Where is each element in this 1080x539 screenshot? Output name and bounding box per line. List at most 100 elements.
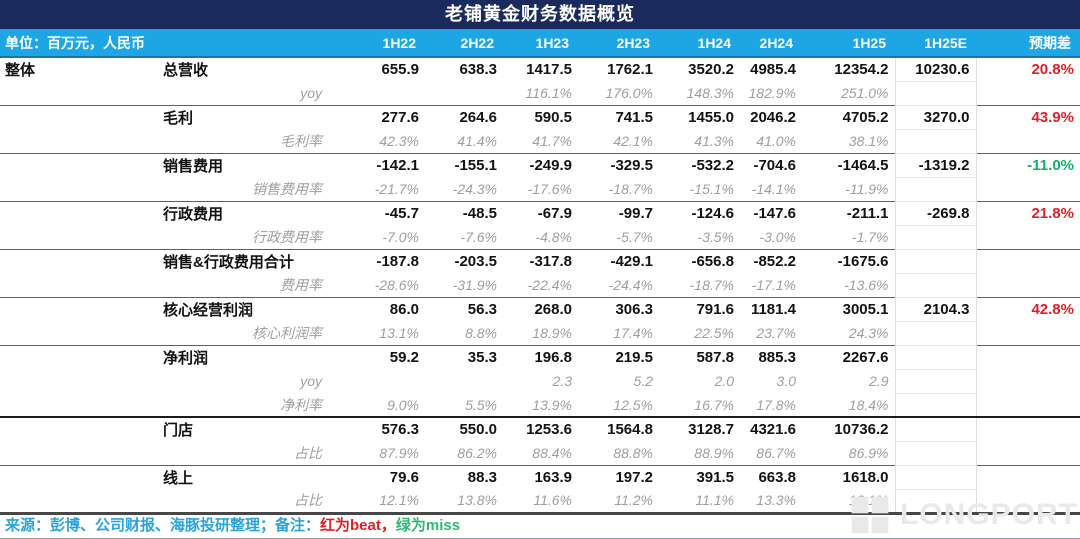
value-cell: 1762.1 — [607, 61, 653, 78]
value-cell: -7.6% — [460, 228, 497, 245]
value-cell: 2.9 — [869, 373, 889, 389]
expectation-diff-cell — [976, 248, 1080, 273]
value-cell: 391.5 — [659, 464, 740, 489]
expectation-diff-cell — [976, 416, 1080, 441]
rate-row: 占比 12.1% 13.8% 11.6% 11.2% 11.1% 13.3% 13.1% — [0, 489, 1080, 515]
value-cell: 2.3 — [552, 373, 572, 389]
beat-note: 红为beat， — [320, 516, 396, 534]
section-label — [0, 321, 150, 345]
value-cell: 87.9% — [379, 444, 419, 461]
value-cell: 741.5 — [578, 104, 659, 129]
value-cell: -45.7 — [326, 200, 425, 225]
expectation-diff-cell: 21.8% — [976, 200, 1080, 225]
value-cell: 148.3% — [686, 84, 734, 101]
section-label — [0, 200, 150, 225]
value-cell: -1675.6 — [802, 248, 895, 273]
value-cell: -7.0% — [382, 228, 419, 245]
column-header-1h25: 1H25 — [802, 29, 895, 58]
value-cell: 13.8% — [425, 489, 503, 515]
section-label — [0, 464, 150, 489]
metric-row: 整体 总营收 655.9 638.3 1417.5 1762.1 3520.2 4985.4 1… — [0, 57, 1080, 82]
financial-table: 单位：百万元，人民币 1H22 2H22 1H23 2H23 1H24 2H24… — [0, 29, 1080, 515]
section-label — [0, 416, 150, 441]
miss-note: 绿为miss — [395, 516, 461, 534]
value-cell: -48.5 — [425, 200, 503, 225]
row-label: 占比 — [150, 489, 326, 515]
value-cell: 885.3 — [740, 344, 802, 369]
estimate-cell: 2104.3 — [894, 296, 977, 322]
value-cell: 35.3 — [425, 344, 503, 369]
section-label — [0, 393, 150, 417]
value-cell: -1.7% — [851, 228, 889, 245]
value-cell: 219.5 — [578, 344, 659, 369]
value-cell — [425, 369, 503, 393]
row-label: 核心利润率 — [252, 324, 322, 341]
rate-row: 核心利润率 13.1% 8.8% 18.9% 17.4% 22.5% 23.7% 24.3% — [0, 321, 1080, 346]
section-label — [0, 489, 150, 515]
value-cell: -147.6 — [740, 200, 802, 225]
value-cell: 268.0 — [503, 296, 578, 321]
value-cell: 116.1% — [525, 84, 572, 101]
metric-row: 毛利 277.6 264.6 590.5 741.5 1455.0 2046.2 4705.2… — [0, 104, 1080, 130]
row-label: 净利率 — [280, 396, 322, 413]
row-label: 占比 — [294, 444, 322, 461]
value-cell: 59.2 — [326, 344, 425, 369]
value-cell: 41.0% — [756, 132, 796, 149]
header-row: 单位：百万元，人民币 1H22 2H22 1H23 2H23 1H24 2H24… — [0, 29, 1080, 58]
metric-row: 核心经营利润 86.0 56.3 268.0 306.3 791.6 1181.4 3005.… — [0, 296, 1080, 322]
value-cell: 42.3% — [379, 132, 419, 149]
row-label: 销售费用 — [150, 152, 326, 177]
value-cell: -1464.5 — [802, 152, 895, 177]
source-note: 来源：彭博、公司财报、海豚投研整理；备注： — [5, 516, 321, 534]
value-cell: -329.5 — [578, 152, 659, 177]
section-label — [0, 225, 150, 249]
expectation-diff-cell: -11.0% — [976, 152, 1080, 177]
value-cell: 4985.4 — [750, 61, 796, 78]
value-cell: 2046.2 — [740, 104, 802, 129]
rate-row: 行政费用率 -7.0% -7.6% -4.8% -5.7% -3.5% -3.0% -1.7% — [0, 225, 1080, 250]
value-cell: 2267.6 — [802, 344, 895, 369]
column-header-1h22: 1H22 — [326, 29, 425, 58]
value-cell: 88.3 — [425, 464, 503, 489]
value-cell: 1417.5 — [526, 61, 572, 78]
value-cell: -22.4% — [527, 276, 572, 293]
section-label — [0, 369, 150, 393]
row-label: 销售&行政费用合计 — [150, 248, 326, 273]
row-label: 费用率 — [280, 276, 322, 293]
row-label: yoy — [300, 373, 322, 389]
metric-row: 行政费用 -45.7 -48.5 -67.9 -99.7 -124.6 -147.6 -211… — [0, 200, 1080, 226]
value-cell: 176.0% — [605, 84, 653, 101]
value-cell: 86.0 — [326, 296, 425, 321]
section-label — [0, 248, 150, 273]
value-cell: 38.1% — [848, 132, 889, 149]
value-cell: -155.1 — [425, 152, 503, 177]
estimate-cell: -1319.2 — [894, 152, 977, 178]
row-label: 门店 — [150, 416, 326, 441]
estimate-cell — [894, 441, 977, 466]
expectation-diff-cell — [976, 273, 1080, 297]
estimate-cell — [894, 81, 977, 106]
value-cell: 197.2 — [578, 464, 659, 489]
value-cell: 88.4% — [532, 444, 572, 461]
estimate-cell: 10230.6 — [894, 57, 977, 82]
estimate-cell: -269.8 — [894, 200, 977, 226]
expectation-diff-cell — [976, 393, 1080, 417]
footer-note: 来源：彭博、公司财报、海豚投研整理；备注：红为beat，绿为miss — [0, 514, 1080, 539]
section-label — [0, 152, 150, 177]
section-label — [0, 104, 150, 129]
rate-row: 占比 87.9% 86.2% 88.4% 88.8% 88.9% 86.7% 86.9% — [0, 441, 1080, 466]
value-cell: 791.6 — [659, 296, 740, 321]
expectation-diff-cell — [976, 177, 1080, 201]
section-label — [0, 344, 150, 369]
value-cell: 13.3% — [740, 489, 802, 515]
metric-row: 销售&行政费用合计 -187.8 -203.5 -317.8 -429.1 -656.8-… — [0, 248, 1080, 274]
metric-row: 线上 79.6 88.3 163.9 197.2 391.5 663.8 1618.0 — [0, 464, 1080, 490]
value-cell: 56.3 — [425, 296, 503, 321]
value-cell: 196.8 — [503, 344, 578, 369]
value-cell: 3.0 — [776, 373, 796, 389]
value-cell: -24.3% — [452, 180, 497, 197]
value-cell: -21.7% — [374, 180, 419, 197]
metric-row: 门店 576.3 550.0 1253.6 1564.8 3128.7 4321.6 1073… — [0, 416, 1080, 442]
expectation-diff-cell — [976, 464, 1080, 489]
